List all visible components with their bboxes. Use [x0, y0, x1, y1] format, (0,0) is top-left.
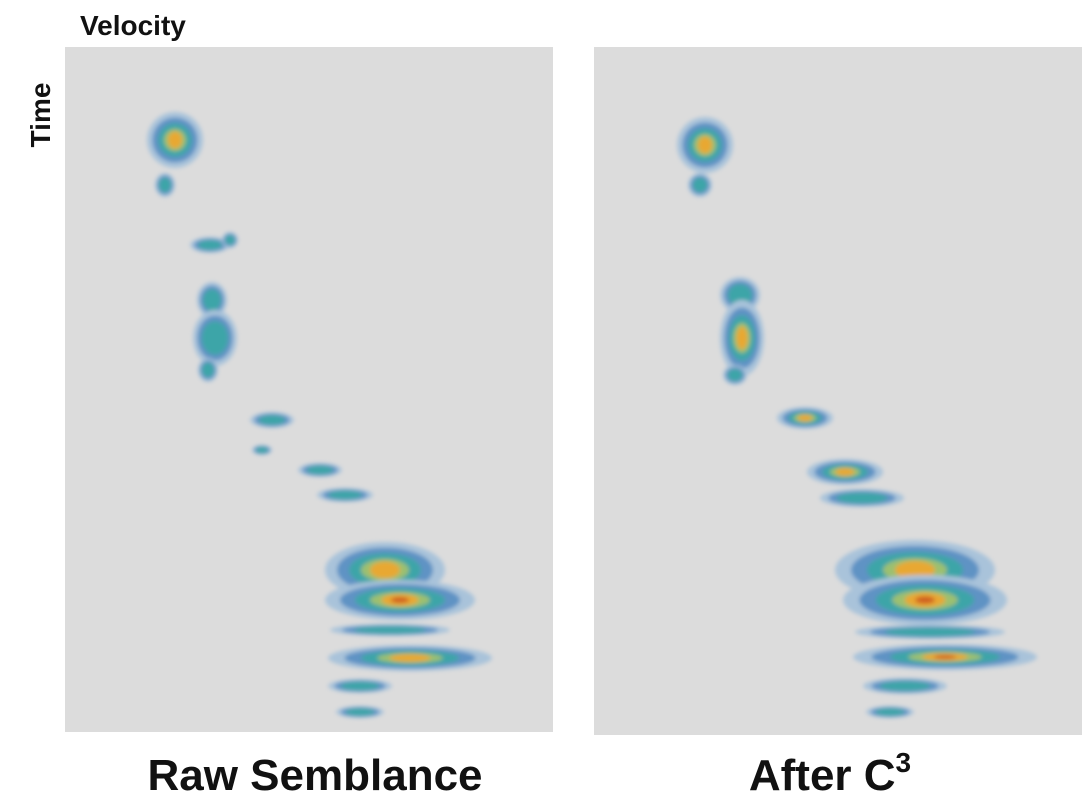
- blob-mid: [692, 177, 708, 193]
- blob-mid: [328, 490, 362, 500]
- blob-mid: [258, 415, 286, 425]
- blob-mid: [306, 465, 334, 475]
- blob-mid: [345, 708, 375, 716]
- blob-peak: [933, 655, 957, 659]
- blob-core: [835, 468, 855, 476]
- blob-peak: [915, 596, 935, 604]
- y-axis-label: Time: [25, 83, 56, 148]
- panel-title: After C3: [749, 747, 911, 800]
- blob-mid: [202, 362, 214, 378]
- blob-core: [895, 561, 935, 579]
- panel-title: Raw Semblance: [147, 751, 482, 800]
- blob-mid: [201, 321, 229, 355]
- blob-mid: [727, 369, 743, 381]
- blob-mid: [875, 708, 905, 716]
- semblance-blobs: [147, 112, 1037, 718]
- x-axis-label: Velocity: [80, 10, 186, 41]
- blob-mid: [885, 627, 975, 637]
- panel-title-text: After C: [749, 751, 896, 800]
- panel-title-superscript: 3: [896, 747, 912, 778]
- blob-mid: [879, 681, 931, 691]
- blob-mid: [159, 177, 171, 193]
- blob-mid: [256, 447, 268, 453]
- blob-core: [798, 414, 812, 422]
- panel-background: [594, 47, 1082, 735]
- blob-mid: [198, 240, 222, 250]
- panel-background: [65, 47, 553, 732]
- blob-mid: [203, 289, 221, 311]
- blob-core: [736, 326, 748, 350]
- blob-core: [168, 131, 182, 149]
- blob-core: [698, 136, 712, 154]
- blob-mid: [340, 681, 380, 691]
- blob-mid: [225, 235, 235, 245]
- blob-peak: [391, 597, 409, 603]
- blob-mid: [836, 492, 888, 504]
- blob-mid: [354, 626, 426, 634]
- blob-mid: [728, 284, 752, 306]
- blob-core: [370, 561, 400, 579]
- blob-core: [389, 654, 431, 662]
